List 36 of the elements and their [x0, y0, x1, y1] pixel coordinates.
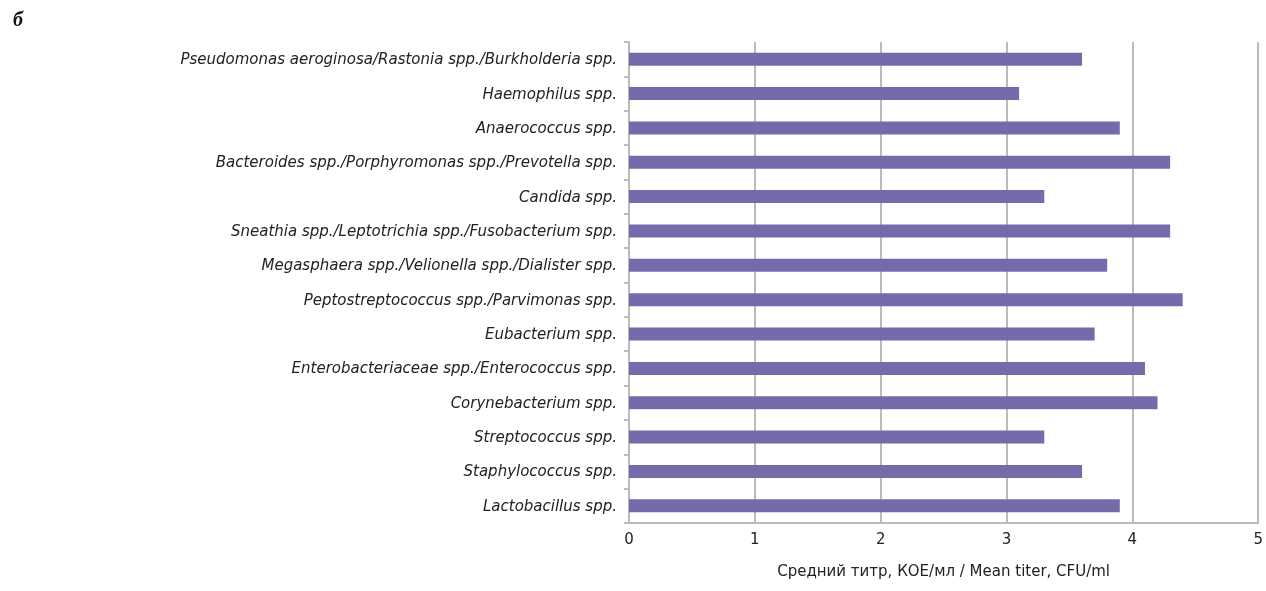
x-tick-label: 1	[750, 529, 760, 548]
y-tick-label: Bacteroides spp./Porphyromonas spp./Prevotella spp.	[215, 153, 617, 172]
y-tick-label: Pseudomonas aeroginosa/Rastonia spp./Burkholderia spp.	[180, 50, 617, 69]
y-tick-label: Corynebacterium spp.	[450, 393, 617, 412]
bar	[629, 293, 1183, 307]
bar	[629, 190, 1045, 204]
bar	[629, 327, 1095, 341]
bar	[629, 121, 1120, 135]
y-tick-label: Enterobacteriaceae spp./Enterococcus spp.	[291, 359, 617, 378]
text: б	[13, 8, 24, 30]
bar	[629, 396, 1158, 410]
y-tick-label: Eubacterium spp.	[485, 325, 617, 344]
x-tick-label: 4	[1127, 529, 1138, 548]
bar	[629, 499, 1120, 513]
bar	[629, 464, 1083, 478]
bar	[629, 430, 1045, 444]
bar	[629, 224, 1171, 238]
bar	[629, 258, 1108, 272]
bar	[629, 52, 1083, 66]
x-tick-label: 3	[1001, 529, 1012, 548]
bar	[629, 87, 1020, 101]
y-tick-label: Megasphaera spp./Velionella spp./Dialister spp.	[261, 256, 617, 275]
y-tick-label: Anaerococcus spp.	[474, 118, 617, 137]
y-tick-label: Peptostreptococcus spp./Parvimonas spp.	[303, 290, 617, 309]
x-tick-label: 5	[1253, 529, 1263, 548]
y-tick-label: Staphylococcus spp.	[463, 462, 617, 481]
bar	[629, 155, 1171, 169]
y-tick-label: Lactobacillus spp.	[482, 496, 617, 515]
y-tick-label: Haemophilus spp.	[482, 84, 617, 103]
x-axis-title: Средний титр, КОЕ/мл / Mean titer, CFU/ml	[777, 561, 1111, 580]
y-tick-label: Sneathia spp./Leptotrichia spp./Fusobacterium spp.	[230, 221, 617, 240]
x-tick-label: 2	[875, 529, 886, 548]
y-tick-label: Candida spp.	[519, 187, 617, 206]
y-tick-label: Streptococcus spp.	[473, 428, 617, 447]
x-tick-label: 0	[624, 529, 634, 548]
bar	[629, 361, 1145, 375]
